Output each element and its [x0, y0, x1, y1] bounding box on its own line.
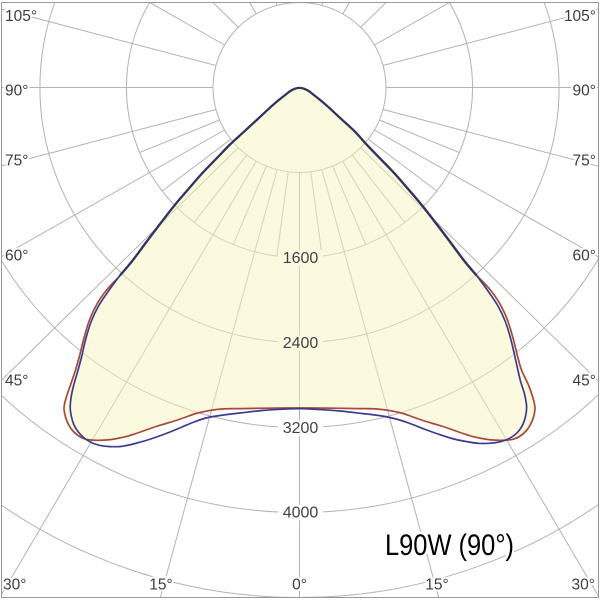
svg-text:2400: 2400	[283, 335, 319, 352]
svg-text:30°: 30°	[572, 577, 595, 594]
svg-text:15°: 15°	[425, 577, 448, 594]
svg-text:105°: 105°	[564, 8, 596, 25]
svg-text:90°: 90°	[573, 83, 596, 100]
svg-text:L90W (90°): L90W (90°)	[385, 529, 514, 562]
svg-text:45°: 45°	[573, 373, 596, 390]
svg-text:4000: 4000	[283, 505, 319, 522]
svg-text:75°: 75°	[573, 153, 596, 170]
svg-text:0°: 0°	[292, 577, 307, 594]
svg-text:105°: 105°	[5, 8, 37, 25]
svg-text:15°: 15°	[149, 577, 172, 594]
svg-text:90°: 90°	[5, 83, 28, 100]
svg-text:60°: 60°	[573, 248, 596, 265]
svg-text:3200: 3200	[283, 420, 319, 437]
svg-text:1600: 1600	[283, 250, 319, 267]
svg-text:45°: 45°	[5, 373, 28, 390]
svg-text:75°: 75°	[5, 153, 28, 170]
svg-text:60°: 60°	[5, 248, 28, 265]
svg-text:30°: 30°	[3, 577, 26, 594]
